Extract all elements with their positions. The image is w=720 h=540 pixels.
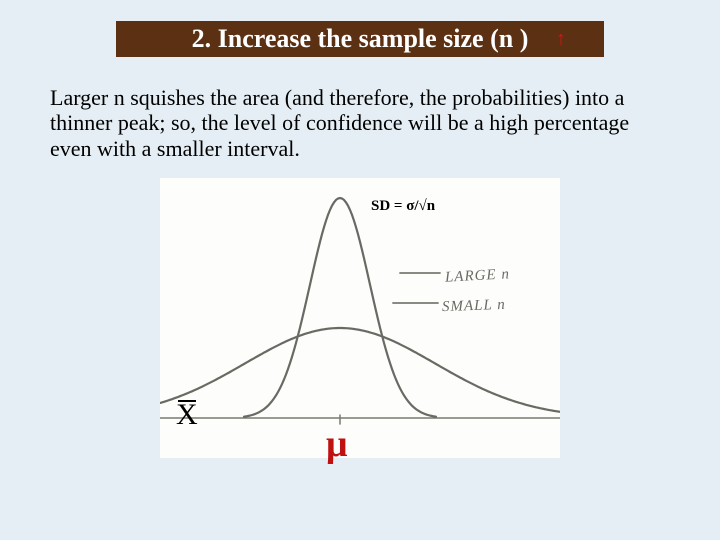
bell-curve-diagram <box>160 178 560 458</box>
title-text: 2. Increase the sample size (n ) <box>192 24 529 54</box>
label-small-n: SMALL n <box>442 297 506 316</box>
body-paragraph: Larger n squishes the area (and therefor… <box>50 85 670 161</box>
sd-formula: SD = σ/√n <box>367 198 439 215</box>
label-large-n: LARGE n <box>445 266 511 286</box>
up-arrow-icon: ↑ <box>556 28 566 51</box>
diagram-svg <box>160 178 560 458</box>
x-bar-symbol: X <box>176 398 198 432</box>
title-bar: 2. Increase the sample size (n ) ↑ <box>116 21 604 57</box>
mu-symbol: μ <box>326 422 348 466</box>
